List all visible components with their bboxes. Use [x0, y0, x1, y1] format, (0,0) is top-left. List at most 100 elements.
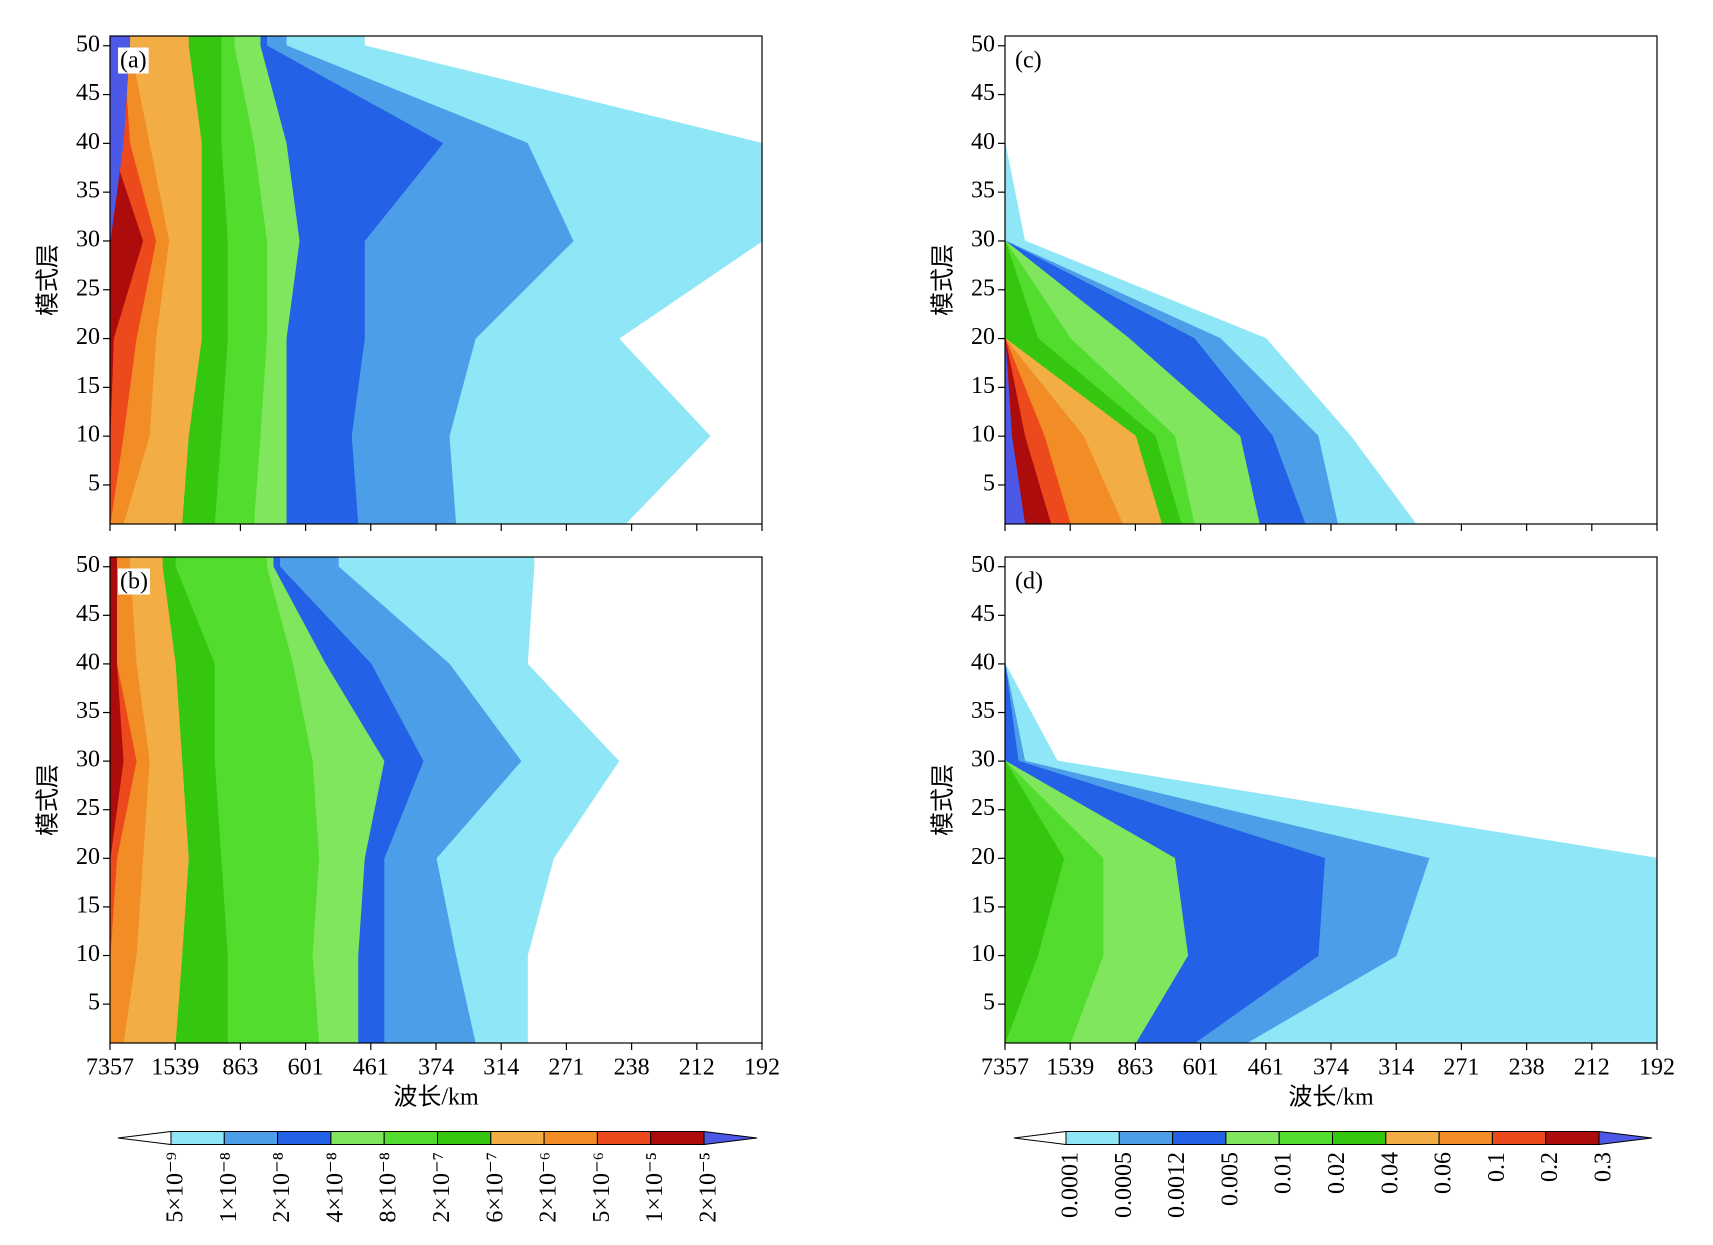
- y-tick-label: 25: [971, 275, 995, 301]
- y-axis-label: 模式层: [35, 764, 62, 836]
- y-tick-label: 5: [88, 470, 100, 496]
- colorbar-label: 2×10⁻⁷: [429, 1152, 455, 1223]
- y-axis-label: 模式层: [35, 244, 62, 316]
- plot-area: [110, 36, 762, 524]
- y-tick-label: 20: [76, 324, 100, 350]
- x-tick-label: 271: [548, 1055, 584, 1081]
- x-tick-label: 238: [614, 1055, 650, 1081]
- x-tick-label: 1539: [151, 1055, 199, 1081]
- colorbar-label: 0.0005: [1111, 1152, 1137, 1218]
- colorbar-segment: [223, 1131, 279, 1145]
- y-tick-label: 10: [76, 941, 100, 967]
- y-tick-label: 50: [76, 552, 100, 578]
- colorbar-segment: [1065, 1131, 1120, 1145]
- plot-area: [110, 557, 762, 1043]
- colorbar-extend-high: [703, 1130, 758, 1146]
- panel-label: (b): [120, 569, 148, 595]
- colorbar-label: 2×10⁻⁵: [696, 1152, 722, 1223]
- y-tick-label: 20: [76, 844, 100, 870]
- y-tick-label: 35: [76, 698, 100, 724]
- y-tick-label: 10: [971, 422, 995, 448]
- y-tick-label: 5: [88, 990, 100, 1016]
- x-axis-label: 波长/km: [393, 1084, 479, 1111]
- y-tick-label: 40: [76, 649, 100, 675]
- x-tick-label: 192: [1639, 1055, 1675, 1081]
- colorbar-label: 5×10⁻⁹: [163, 1152, 189, 1223]
- y-tick-label: 30: [76, 226, 100, 252]
- x-tick-label: 271: [1443, 1055, 1479, 1081]
- colorbar-label: 0.06: [1431, 1152, 1457, 1194]
- y-tick-label: 40: [971, 649, 995, 675]
- y-tick-label: 45: [76, 80, 100, 106]
- x-tick-label: 314: [1378, 1055, 1414, 1081]
- x-tick-label: 192: [744, 1055, 780, 1081]
- y-tick-label: 15: [971, 892, 995, 918]
- colorbar-segment: [650, 1131, 705, 1145]
- contour-region: [1005, 36, 1123, 524]
- colorbar-extend-low: [1013, 1130, 1067, 1146]
- colorbar-segment: [1438, 1131, 1493, 1145]
- y-tick-label: 10: [971, 941, 995, 967]
- colorbar-label: 2×10⁻⁸: [269, 1152, 295, 1223]
- x-tick-label: 461: [353, 1055, 389, 1081]
- colorbar-label: 0.01: [1271, 1152, 1297, 1194]
- colorbar-label: 0.02: [1324, 1152, 1350, 1194]
- x-tick-label: 601: [288, 1055, 324, 1081]
- panel-label-bg: [1013, 47, 1044, 74]
- y-tick-label: 40: [76, 129, 100, 155]
- y-tick-label: 20: [971, 324, 995, 350]
- panel-label-bg: [118, 47, 149, 74]
- colorbar-segment: [596, 1131, 652, 1145]
- x-tick-label: 7357: [86, 1055, 134, 1081]
- x-tick-label: 314: [483, 1055, 519, 1081]
- colorbar-extend-low: [117, 1130, 172, 1146]
- colorbar-segment: [437, 1131, 492, 1145]
- y-axis-label: 模式层: [930, 244, 957, 316]
- colorbar-segment: [1278, 1131, 1333, 1145]
- panel-label-bg: [118, 568, 150, 595]
- colorbar-segment: [1545, 1131, 1600, 1145]
- x-tick-label: 374: [418, 1055, 454, 1081]
- colorbar-segment: [1491, 1131, 1547, 1145]
- y-tick-label: 15: [76, 892, 100, 918]
- x-tick-label: 374: [1313, 1055, 1349, 1081]
- panel-label: (c): [1015, 48, 1042, 74]
- colorbar-label: 0.005: [1217, 1152, 1243, 1206]
- contour-region: [1005, 557, 1065, 1043]
- contour-region: [110, 557, 124, 1043]
- contour-region: [110, 36, 131, 524]
- colorbar-segment: [330, 1131, 385, 1145]
- colorbar-label: 0.0012: [1164, 1152, 1190, 1218]
- y-tick-label: 35: [971, 178, 995, 204]
- colorbar-label: 6×10⁻⁷: [482, 1152, 508, 1223]
- colorbar-label: 2×10⁻⁶: [536, 1152, 562, 1223]
- colorbar-label: 0.2: [1537, 1152, 1563, 1182]
- colorbar-label: 8×10⁻⁸: [376, 1152, 402, 1223]
- panel-label: (d): [1015, 569, 1043, 595]
- colorbar-label: 1×10⁻⁵: [642, 1152, 668, 1223]
- y-tick-label: 15: [971, 373, 995, 399]
- colorbar-label: 0.1: [1484, 1152, 1510, 1182]
- colorbar-label: 5×10⁻⁶: [589, 1152, 615, 1223]
- y-tick-label: 20: [971, 844, 995, 870]
- contour-region: [110, 36, 144, 524]
- y-tick-label: 30: [971, 226, 995, 252]
- panel-label-bg: [1013, 568, 1045, 595]
- x-axis-label: 波长/km: [1288, 1084, 1374, 1111]
- plot-area: [1005, 557, 1657, 1043]
- colorbar-label: 1×10⁻⁸: [216, 1152, 242, 1223]
- y-tick-label: 10: [76, 422, 100, 448]
- y-tick-label: 40: [971, 129, 995, 155]
- y-tick-label: 35: [971, 698, 995, 724]
- y-tick-label: 25: [971, 795, 995, 821]
- y-tick-label: 35: [76, 178, 100, 204]
- colorbar-segment: [1385, 1131, 1440, 1145]
- colorbar-segment: [543, 1131, 598, 1145]
- colorbar-segment: [1332, 1131, 1387, 1145]
- x-tick-label: 212: [679, 1055, 715, 1081]
- colorbar-segment: [1225, 1131, 1280, 1145]
- colorbar-label: 0.0001: [1058, 1152, 1084, 1218]
- colorbar-segment: [383, 1131, 439, 1145]
- x-tick-label: 863: [1117, 1055, 1153, 1081]
- y-tick-label: 45: [76, 601, 100, 627]
